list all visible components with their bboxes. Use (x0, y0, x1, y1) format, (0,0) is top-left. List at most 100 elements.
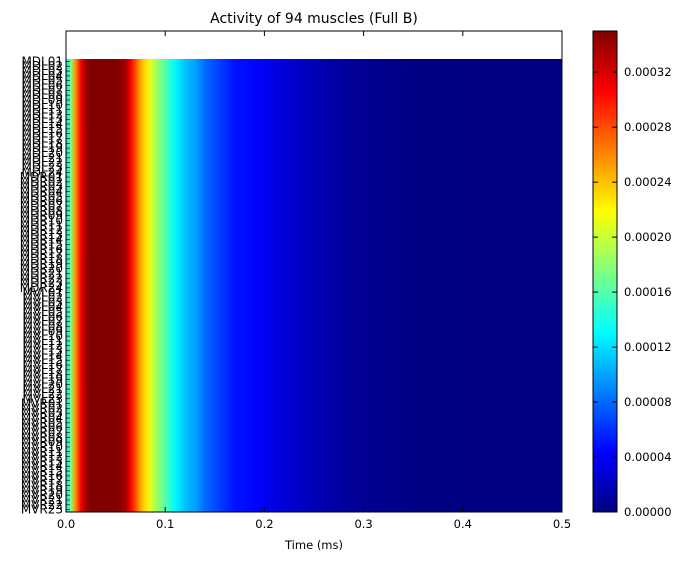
row-tick-label: MVR12 (21, 450, 63, 464)
x-tick-label: 0.2 (255, 517, 273, 531)
row-tick-label: MVL13 (22, 344, 63, 358)
row-tick-label: MDR23 (20, 276, 63, 290)
row-tick-label: MDL10 (21, 98, 63, 112)
row-tick-label: MVR17 (21, 474, 63, 488)
row-tick-label: MDR10 (20, 213, 63, 227)
row-tick-label: MDL16 (21, 127, 63, 141)
row-tick-label: MDR15 (20, 238, 63, 252)
row-tick-label: MDL17 (21, 132, 63, 146)
row-tick-label: MVL22 (22, 387, 63, 401)
row-tick-label: MVR09 (21, 435, 63, 449)
row-tick-label: MVL07 (22, 315, 63, 329)
row-tick-label: MVR02 (21, 401, 63, 415)
row-tick-label: MVR01 (21, 397, 63, 411)
x-axis-label: Time (ms) (284, 538, 343, 552)
chart-title: Activity of 94 muscles (Full B) (210, 11, 418, 27)
row-tick-label: MDL19 (21, 141, 63, 155)
colorbar-tick-label: 0.00008 (624, 395, 672, 409)
row-tick-label: MDL07 (21, 83, 63, 97)
x-tick-label: 0.0 (57, 517, 75, 531)
row-tick-label: MVR10 (21, 440, 63, 454)
row-tick-label: MDL15 (21, 122, 63, 136)
row-tick-label: MVL11 (22, 334, 63, 348)
x-tick-label: 0.5 (553, 517, 571, 531)
row-tick-label: MDL12 (21, 107, 63, 121)
row-tick-label: MVL04 (22, 300, 63, 314)
row-tick-label: MVR16 (21, 469, 63, 483)
row-tick-label: MDR06 (20, 194, 63, 208)
row-tick-label: MDL04 (21, 69, 63, 83)
row-tick-label: MVL20 (22, 377, 63, 391)
row-tick-label: MVR11 (21, 445, 63, 459)
row-tick-label: MVR03 (21, 406, 63, 420)
row-tick-label: MVR13 (21, 454, 63, 468)
colorbar-tick-label: 0.00012 (624, 340, 672, 354)
colorbar-frame (592, 30, 618, 513)
row-tick-label: MDR01 (20, 170, 63, 184)
colorbar-tick-label: 0.00028 (624, 120, 672, 134)
row-tick-label: MVL08 (22, 319, 63, 333)
row-tick-label: MVL09 (22, 324, 63, 338)
row-tick-label: MDR16 (20, 242, 63, 256)
row-tick-label: MVR07 (21, 425, 63, 439)
colorbar-tick-label: 0.00004 (624, 450, 672, 464)
row-tick-label: MDR12 (20, 223, 63, 237)
row-tick-label: MVL02 (22, 291, 63, 305)
colorbar-tick-label: 0.00020 (624, 230, 672, 244)
colorbar-fill (593, 31, 617, 512)
row-tick-label: MDR24 (20, 281, 63, 295)
row-tick-label: MDR21 (20, 266, 63, 280)
row-tick-label: MVL06 (22, 310, 63, 324)
row-tick-label: MDR14 (20, 233, 63, 247)
row-tick-label: MVR14 (21, 459, 63, 473)
x-tick-label: 0.3 (354, 517, 372, 531)
row-labels: MDL01MDL02MDL03MDL04MDL05MDL06MDL07MDL08… (20, 54, 70, 517)
row-tick-label: MVL12 (22, 339, 63, 353)
row-tick-label: MDL02 (21, 59, 63, 73)
row-tick-label: MDR19 (20, 257, 63, 271)
row-tick-label: MVL18 (22, 368, 63, 382)
x-tick-label: 0.4 (454, 517, 472, 531)
row-tick-label: MDR08 (20, 204, 63, 218)
row-tick-label: MDL23 (21, 160, 63, 174)
row-tick-label: MVL01 (22, 286, 63, 300)
row-tick-label: MVR05 (21, 416, 63, 430)
colorbar: 0.00000 0.00004 0.00008 0.00012 0.00016 0.000… (592, 30, 672, 519)
row-tick-label: MDR09 (20, 209, 63, 223)
row-tick-label: MVR20 (21, 488, 63, 502)
row-tick-label: MVL23 (22, 392, 63, 406)
row-tick-label: MDL13 (21, 112, 63, 126)
row-tick-label: MDR20 (20, 262, 63, 276)
row-tick-label: MVR04 (21, 411, 63, 425)
row-tick-label: MDL24 (21, 165, 63, 179)
colorbar-tick-label: 0.00024 (624, 175, 672, 189)
row-tick-label: MVR18 (21, 478, 63, 492)
row-tick-label: MVL10 (22, 329, 63, 343)
row-tick-label: MDL09 (21, 93, 63, 107)
row-tick-label: MDL11 (21, 103, 63, 117)
row-tick-label: MDR02 (20, 175, 63, 189)
plot-frame (65, 30, 563, 513)
row-tick-label: MVR19 (21, 483, 63, 497)
row-tick-label: MDR22 (20, 271, 63, 285)
row-tick-label: MDL06 (21, 79, 63, 93)
row-tick-label: MVR06 (21, 421, 63, 435)
row-tick-label: MDR17 (20, 247, 63, 261)
x-tick-label: 0.1 (156, 517, 174, 531)
colorbar-tick-label: 0.00016 (624, 285, 672, 299)
row-tick-label: MDR07 (20, 199, 63, 213)
row-tick-label: MVR22 (21, 498, 63, 512)
colorbar-ticks: 0.00000 0.00004 0.00008 0.00012 0.00016 0.000… (593, 65, 672, 519)
row-tick-label: MVL03 (22, 295, 63, 309)
row-tick-label: MVR08 (21, 430, 63, 444)
plot-area: MDL01MDL02MDL03MDL04MDL05MDL06MDL07MDL08… (20, 30, 571, 531)
row-tick-label: MVR23 (21, 503, 63, 517)
row-tick-label: MDL20 (21, 146, 63, 160)
row-tick-label: MDR05 (20, 189, 63, 203)
row-tick-label: MDL08 (21, 88, 63, 102)
row-tick-label: MVL16 (22, 358, 63, 372)
row-tick-label: MVL14 (22, 348, 63, 362)
row-tick-label: MVL17 (22, 363, 63, 377)
row-tick-label: MDL01 (21, 54, 63, 68)
